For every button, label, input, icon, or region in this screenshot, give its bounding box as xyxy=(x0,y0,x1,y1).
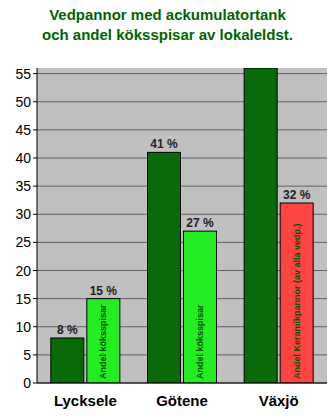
chart-root: Vedpannor med ackumulatortank och andel k… xyxy=(0,0,335,418)
grid-line xyxy=(37,158,327,159)
x-tick-label: Växjö xyxy=(259,392,299,409)
plot-background xyxy=(37,68,327,383)
y-tick xyxy=(33,214,37,215)
bar xyxy=(87,299,120,383)
y-tick-label: 35 xyxy=(15,178,31,194)
y-tick xyxy=(33,73,37,74)
y-tick xyxy=(33,242,37,243)
bar xyxy=(148,152,181,383)
data-label: 32 % xyxy=(283,188,311,202)
y-tick xyxy=(33,270,37,271)
bar xyxy=(244,68,277,383)
y-tick-label: 20 xyxy=(15,263,31,279)
y-tick-label: 50 xyxy=(15,94,31,110)
y-tick-label: 45 xyxy=(15,122,31,138)
y-tick-label: 40 xyxy=(15,150,31,166)
y-tick xyxy=(33,354,37,355)
y-tick xyxy=(33,101,37,102)
x-axis xyxy=(37,383,327,384)
y-tick xyxy=(33,383,37,384)
y-tick-label: 25 xyxy=(15,234,31,250)
y-axis xyxy=(37,68,38,383)
y-tick-label: 55 xyxy=(15,66,31,82)
x-tick-label: Götene xyxy=(156,392,208,409)
bar-inner-label: Andel köksspisar xyxy=(98,304,108,379)
bars xyxy=(51,68,313,383)
y-tick-label: 0 xyxy=(23,375,31,391)
y-tick xyxy=(33,158,37,159)
x-tick-label: Lycksele xyxy=(54,392,117,409)
grid-line xyxy=(37,129,327,130)
data-label: 15 % xyxy=(90,284,118,298)
grid-line xyxy=(37,73,327,74)
data-label: 27 % xyxy=(186,216,214,230)
title: Vedpannor med ackumulatortank och andel k… xyxy=(42,6,293,43)
y-tick-label: 30 xyxy=(15,206,31,222)
chart-svg: Vedpannor med ackumulatortank och andel k… xyxy=(0,0,335,418)
bar-inner-label: Andel köksspisar xyxy=(195,304,205,379)
y-tick xyxy=(33,129,37,130)
y-tick xyxy=(33,298,37,299)
y-tick-label: 10 xyxy=(15,319,31,335)
data-label: 8 % xyxy=(57,323,78,337)
title-line: Vedpannor med ackumulatortank xyxy=(49,6,286,23)
title-line: och andel köksspisar av lokaleldst. xyxy=(42,26,293,43)
bar xyxy=(51,338,84,383)
grid-line xyxy=(37,101,327,102)
y-tick-label: 15 xyxy=(15,291,31,307)
labels: 8 % 41 % 15 % Andel köksspisar 27 % Andel kök… xyxy=(57,137,311,379)
y-tick xyxy=(33,186,37,187)
bar xyxy=(280,203,313,383)
grid-line xyxy=(37,186,327,187)
y-tick xyxy=(33,326,37,327)
grid-line xyxy=(37,383,327,384)
bar-inner-label: Andel Keramikpannor (av alla vedp.) xyxy=(292,223,302,379)
y-tick-label: 5 xyxy=(23,347,31,363)
bar xyxy=(184,231,217,383)
data-label: 41 % xyxy=(150,137,178,151)
